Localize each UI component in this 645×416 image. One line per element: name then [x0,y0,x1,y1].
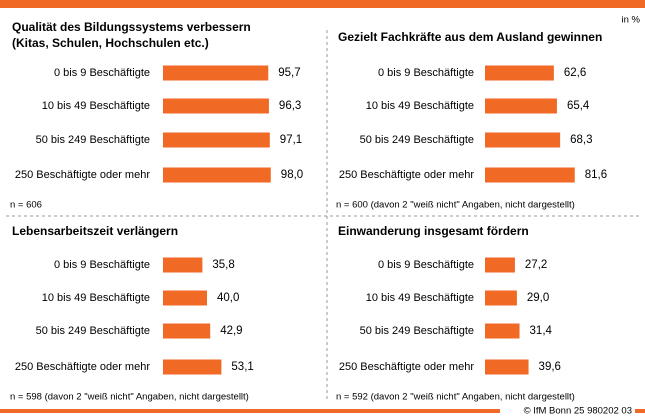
value-label: 39,6 [539,361,561,373]
category-label: 10 bis 49 Beschäftigte [42,100,150,112]
bar [163,323,211,339]
bar [163,257,203,273]
bottom-band [635,409,645,413]
bar [163,167,271,183]
category-label: 0 bis 9 Beschäftigte [378,259,474,271]
value-label: 62,6 [564,67,586,79]
bar [163,132,270,148]
note: n = 598 (davon 2 "weiß nicht" Angaben, n… [10,392,249,403]
bar [485,257,515,273]
category-label: 250 Beschäftigte oder mehr [15,361,150,373]
chart-title: Lebensarbeitszeit verlängern [12,224,178,238]
bar [485,98,557,114]
value-label: 27,2 [525,259,547,271]
category-label: 0 bis 9 Beschäftigte [378,67,474,79]
bar [485,132,561,148]
value-label: 98,0 [281,169,303,181]
category-label: 50 bis 249 Beschäftigte [36,134,150,146]
category-label: 10 bis 49 Beschäftigte [42,292,150,304]
value-label: 53,1 [231,361,253,373]
category-label: 250 Beschäftigte oder mehr [15,169,150,181]
value-label: 97,1 [280,134,302,146]
value-label: 81,6 [585,169,607,181]
category-label: 50 bis 249 Beschäftigte [360,325,474,337]
bar [485,323,520,339]
bar [163,359,222,375]
category-label: 50 bis 249 Beschäftigte [36,325,150,337]
value-label: 95,7 [278,67,300,79]
category-label: 250 Beschäftigte oder mehr [339,169,474,181]
category-label: 50 bis 249 Beschäftigte [360,134,474,146]
bar [163,98,269,114]
category-label: 10 bis 49 Beschäftigte [366,292,474,304]
bar [163,290,207,306]
value-label: 42,9 [220,325,242,337]
category-label: 250 Beschäftigte oder mehr [339,361,474,373]
top-band [0,0,645,8]
bottom-band [0,409,500,413]
value-label: 29,0 [527,292,549,304]
value-label: 65,4 [567,100,590,112]
category-label: 10 bis 49 Beschäftigte [366,100,474,112]
bar [485,359,529,375]
bar [485,65,554,81]
category-label: 0 bis 9 Beschäftigte [54,67,150,79]
bar [163,65,269,81]
bar [485,167,575,183]
value-label: 40,0 [217,292,239,304]
note: n = 606 [10,200,42,211]
value-label: 96,3 [279,100,301,112]
value-label: 31,4 [530,325,553,337]
unit: in % [622,15,641,26]
chart-title: Gezielt Fachkräfte aus dem Ausland gewin… [338,30,602,44]
source: © IfM Bonn 25 980202 03 [524,406,632,416]
note: n = 600 (davon 2 "weiß nicht" Angaben, n… [336,200,575,211]
note: n = 592 (davon 2 "weiß nicht" Angaben, n… [336,392,575,403]
chart-title: Einwanderung insgesamt fördern [338,224,529,238]
chart-title: Qualität des Bildungssystems verbessern [12,20,251,34]
category-label: 0 bis 9 Beschäftigte [54,259,150,271]
bar [485,290,517,306]
value-label: 35,8 [212,259,234,271]
chart-title: (Kitas, Schulen, Hochschulen etc.) [12,36,209,50]
value-label: 68,3 [570,134,592,146]
